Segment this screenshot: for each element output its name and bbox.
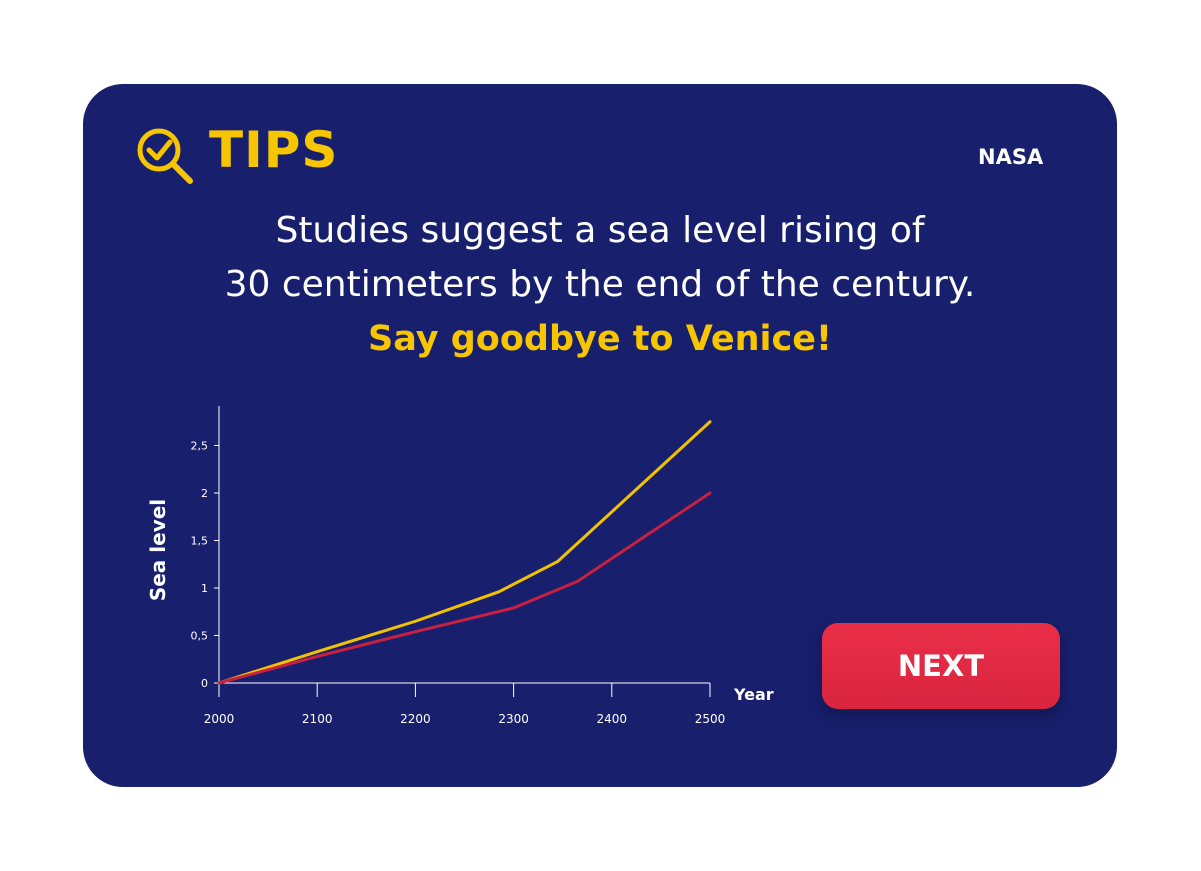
x-tick-label: 2000 <box>204 712 235 726</box>
tip-message: Studies suggest a sea level rising of 30… <box>83 204 1117 366</box>
y-tick-label: 0,5 <box>191 630 209 643</box>
nasa-logo: NASA <box>978 145 1044 169</box>
series-line-1 <box>217 420 712 685</box>
x-tick-label: 2500 <box>695 712 726 726</box>
y-tick-label: 0 <box>201 677 208 690</box>
y-tick-label: 1,5 <box>191 535 209 548</box>
x-tick-label: 2300 <box>498 712 529 726</box>
x-tick-label: 2100 <box>302 712 333 726</box>
page-title: TIPS <box>209 121 339 179</box>
y-tick-label: 2,5 <box>191 440 209 453</box>
sea-level-chart: 0 0,5 1 1,5 2 2,5 2000 2100 2200 2300 2400 2500 Year… <box>146 406 774 726</box>
x-tick-label: 2200 <box>400 712 431 726</box>
x-axis-label: Year <box>733 685 774 704</box>
series-line-2 <box>217 491 712 685</box>
y-tick-label: 1 <box>201 582 208 595</box>
y-tick-label: 2 <box>201 487 208 500</box>
message-line-1: Studies suggest a sea level rising of <box>275 210 925 251</box>
x-tick-label: 2400 <box>597 712 628 726</box>
y-axis-label: Sea level <box>146 499 170 601</box>
message-highlight: Say goodbye to Venice! <box>368 319 832 359</box>
message-line-2: 30 centimeters by the end of the century… <box>224 264 976 305</box>
next-button[interactable]: NEXT <box>822 623 1060 709</box>
magnifier-check-icon <box>137 128 193 184</box>
